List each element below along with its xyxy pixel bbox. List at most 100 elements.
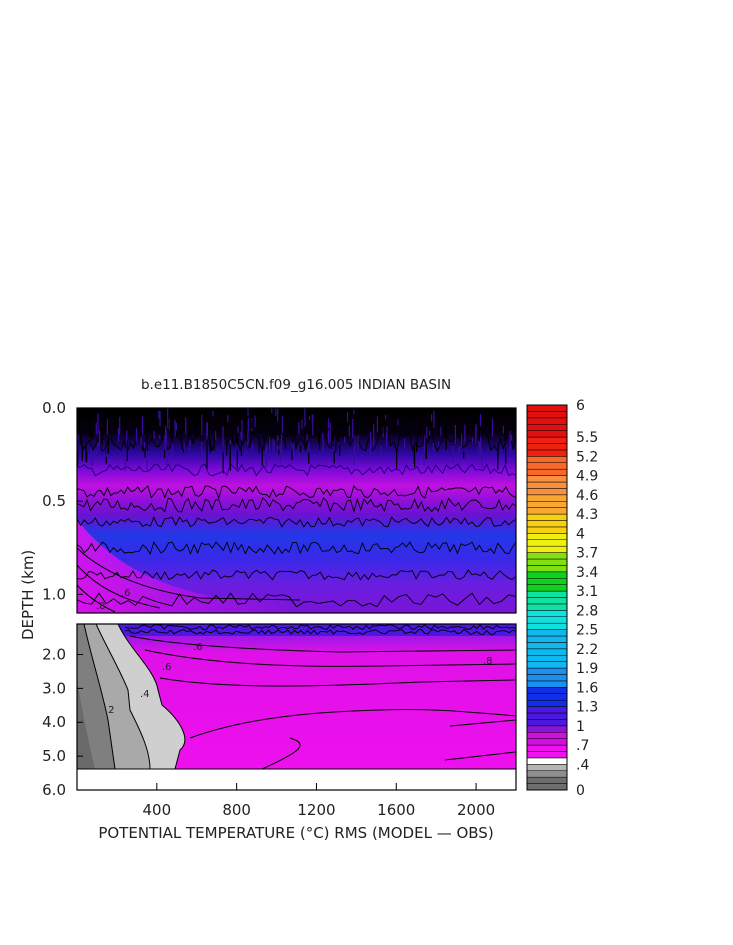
noise-speck (167, 408, 169, 429)
noise-speck (413, 444, 415, 464)
noise-contour (76, 516, 517, 528)
noise-speck (306, 434, 308, 441)
noise-speck (144, 439, 146, 458)
contour-label: .2 (105, 705, 115, 716)
noise-speck (510, 421, 512, 435)
colorbar-label: 3.4 (576, 565, 598, 581)
noise-speck (373, 424, 375, 446)
noise-speck (226, 433, 228, 438)
noise-speck (405, 429, 407, 436)
colorbar-frame (526, 404, 568, 791)
y-tick-label: 2.0 (42, 645, 66, 663)
noise-speck (119, 416, 121, 435)
noise-speck (156, 411, 158, 422)
noise-speck (349, 449, 351, 454)
noise-speck (512, 415, 514, 420)
colorbar-band (526, 584, 568, 592)
noise-speck (247, 430, 249, 446)
noise-speck (212, 411, 214, 416)
noise-speck (333, 451, 335, 464)
noise-speck (224, 422, 227, 428)
x-axis: 400 800 1200 1600 2000 (142, 783, 495, 819)
lower-contour-line (444, 751, 517, 761)
colorbar-band (526, 526, 568, 534)
noise-speck (144, 441, 146, 449)
noise-speck (281, 409, 283, 418)
noise-speck (337, 424, 339, 442)
noise-speck (271, 408, 273, 414)
noise-speck (118, 412, 120, 418)
noise-speck (416, 433, 418, 444)
noise-speck (139, 408, 142, 424)
lower-contour-line (261, 737, 301, 770)
colorbar-band (526, 706, 568, 714)
noise-speck (171, 442, 173, 457)
upper-panel-shallow-wedge (77, 520, 300, 613)
noise-speck (466, 438, 469, 443)
lower-panel-top-noise (124, 624, 517, 636)
noise-speck (384, 414, 387, 420)
colorbar-band (526, 738, 568, 746)
noise-speck (300, 445, 302, 453)
noise-speck (306, 409, 308, 415)
noise-speck (261, 448, 263, 466)
noise-speck (295, 438, 297, 449)
noise-speck (308, 452, 310, 464)
colorbar-band (526, 411, 568, 419)
noise-speck (126, 440, 128, 462)
upper-contour-line (76, 584, 116, 613)
noise-speck (206, 422, 208, 436)
lower-contour-line (83, 623, 116, 770)
colorbar-band (526, 481, 568, 489)
noise-speck (504, 433, 506, 442)
noise-speck (236, 450, 238, 469)
y-tick-label: 1.0 (42, 585, 66, 603)
noise-speck (454, 425, 456, 444)
noise-speck (438, 442, 440, 447)
colorbar-label: 6 (576, 398, 585, 414)
noise-speck (162, 411, 164, 430)
noise-speck (382, 427, 384, 438)
noise-speck (158, 410, 160, 419)
colorbar-band (526, 571, 568, 579)
noise-speck (107, 439, 109, 454)
colorbar-band (526, 661, 568, 669)
noise-speck (112, 408, 114, 418)
noise-speck (206, 452, 208, 470)
noise-speck (380, 422, 382, 433)
noise-speck (89, 416, 91, 427)
noise-speck (304, 432, 306, 450)
colorbar-band (526, 757, 568, 765)
colorbar-label: 4.6 (576, 488, 598, 504)
noise-speck (452, 446, 454, 463)
noise-contour (76, 592, 517, 608)
noise-speck (277, 440, 279, 446)
colorbar-band (526, 494, 568, 502)
colorbar-band (526, 430, 568, 438)
noise-speck (124, 451, 126, 471)
noise-speck (148, 417, 150, 431)
noise-speck (497, 444, 499, 459)
noise-speck (403, 438, 406, 450)
contour-label: .8 (483, 656, 493, 667)
noise-contour (124, 629, 517, 636)
colorbar-band (526, 699, 568, 707)
noise-speck (135, 427, 138, 442)
noise-speck (292, 444, 295, 462)
noise-speck (342, 409, 344, 424)
colorbar-band (526, 436, 568, 444)
colorbar-label: 1.6 (576, 680, 598, 696)
noise-speck (146, 430, 148, 452)
noise-speck (184, 444, 186, 451)
colorbar-band (526, 616, 568, 624)
noise-speck (141, 416, 144, 435)
noise-speck (97, 413, 99, 434)
colorbar-band (526, 674, 568, 682)
noise-speck (99, 430, 101, 447)
colorbar-band (526, 590, 568, 598)
noise-speck (227, 415, 229, 422)
y-tick-label: 6.0 (42, 781, 66, 799)
colorbar-band (526, 597, 568, 605)
noise-contour (76, 497, 517, 514)
noise-speck (504, 429, 506, 435)
